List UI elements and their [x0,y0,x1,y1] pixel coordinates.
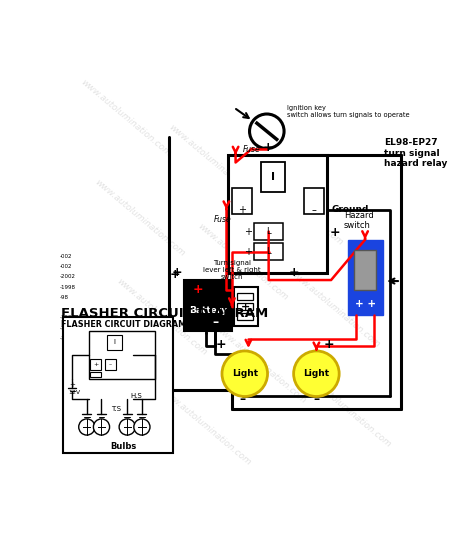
Text: www.autolumination.com: www.autolumination.com [214,324,308,405]
Text: FLASHER CIRCUIT DIAGRAM: FLASHER CIRCUIT DIAGRAM [61,307,268,320]
Text: -1998: -1998 [60,315,76,320]
Text: –: – [313,393,319,406]
Bar [237,313,253,320]
Text: +: + [170,268,180,281]
Text: +: + [192,283,203,296]
Text: www.autolumination.com: www.autolumination.com [299,368,392,449]
Text: Ignition key
switch allows turn signals to operate: Ignition key switch allows turn signals … [287,105,410,118]
Bar [254,223,283,240]
Text: +: + [69,382,75,388]
Text: +: + [324,338,335,351]
Text: EL98-EP27
turn signal
hazard relay: EL98-EP27 turn signal hazard relay [384,138,448,168]
Text: –: – [212,316,218,329]
Text: www.autolumination.com: www.autolumination.com [196,221,290,302]
Text: Hazard
switch: Hazard switch [344,211,374,231]
Text: –: – [240,393,246,406]
Text: L: L [266,227,271,236]
Bar [63,317,173,453]
Text: I: I [113,340,115,346]
Text: www.autolumination.com: www.autolumination.com [251,166,345,247]
Text: +: + [93,362,99,367]
Bar [237,293,253,300]
Text: +: + [289,266,300,279]
Text: –: – [311,205,316,215]
Text: Fuse: Fuse [214,215,232,224]
Text: www.autolumination.com: www.autolumination.com [115,276,209,357]
Text: L: L [266,247,271,256]
Bar [91,359,101,370]
Text: -98: -98 [60,295,69,300]
Circle shape [93,419,109,435]
Bar [347,240,383,315]
Bar [184,280,232,332]
Bar [354,249,375,290]
Circle shape [249,114,284,148]
Bar [107,335,122,350]
Text: H.S: H.S [130,393,142,399]
Bar [232,188,252,214]
Text: T.S: T.S [111,406,121,411]
Circle shape [119,419,135,435]
Bar [228,155,328,273]
Text: Turn signal
lever left & right
switch: Turn signal lever left & right switch [203,260,261,280]
Text: +: + [245,247,253,256]
Bar [303,188,324,214]
Text: www.autolumination.com: www.autolumination.com [159,387,253,467]
Text: +: + [172,266,182,279]
Text: Bulbs: Bulbs [110,442,137,450]
Text: -002: -002 [60,254,73,259]
Text: 12V: 12V [68,389,81,395]
Bar [254,244,283,260]
Text: +: + [245,227,253,237]
Text: -1998: -1998 [60,326,76,330]
Text: –: – [109,362,112,367]
Text: +: + [263,141,273,154]
Bar [91,372,101,377]
Text: +: + [329,226,340,239]
Circle shape [79,419,95,435]
Text: -002: -002 [60,264,73,269]
Text: www.autolumination.com: www.autolumination.com [79,78,172,159]
Text: Light: Light [303,369,329,378]
Text: www.autolumination.com: www.autolumination.com [167,122,260,203]
Text: FLASHER CIRCUIT DIAGRAM: FLASHER CIRCUIT DIAGRAM [61,320,186,329]
Text: +: + [216,338,226,351]
Text: -1998: -1998 [60,336,76,341]
Text: Fuse: Fuse [243,145,261,154]
Text: Ground: Ground [331,205,368,214]
Text: www.autolumination.com: www.autolumination.com [67,350,161,430]
Bar [105,359,116,370]
Bar [237,303,253,310]
Text: + +: + + [355,299,375,309]
Bar [89,332,155,379]
Circle shape [293,351,339,396]
Text: +: + [241,302,250,312]
Circle shape [134,419,150,435]
Text: +: + [238,205,246,215]
Text: Light: Light [232,369,258,378]
Text: www.autolumination.com: www.autolumination.com [93,177,187,258]
Bar [234,287,258,326]
Text: I: I [272,172,275,182]
Circle shape [222,351,267,396]
Text: www.autolumination.com: www.autolumination.com [288,269,382,350]
Text: -2002: -2002 [60,274,76,279]
Text: Battery: Battery [189,306,227,315]
Text: -1998: -1998 [60,285,76,289]
Bar [261,163,285,192]
